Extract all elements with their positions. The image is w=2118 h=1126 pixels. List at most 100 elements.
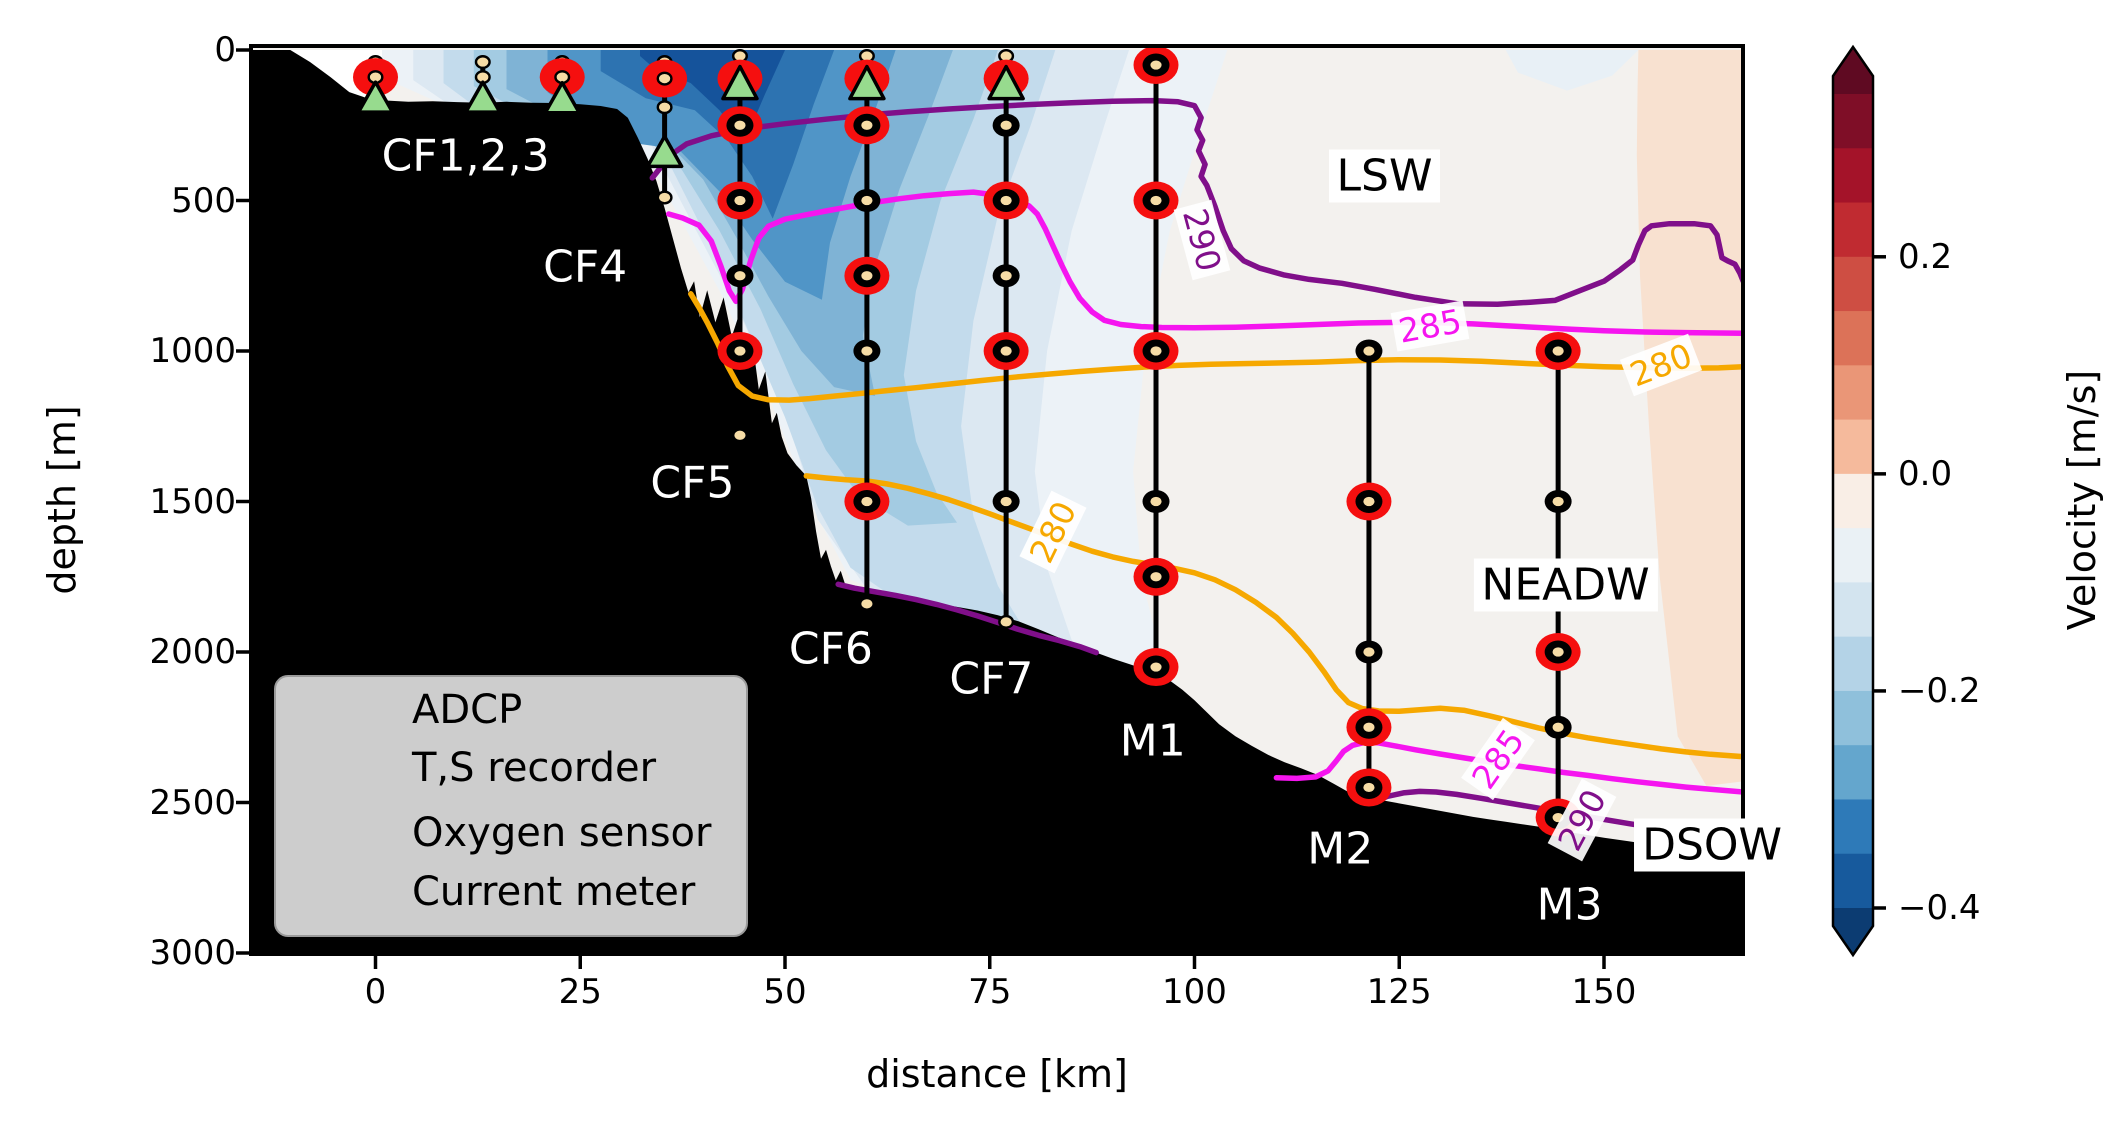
y-tick-label: 500 [171, 180, 236, 221]
y-axis-title: depth [m] [40, 405, 84, 595]
contour-290-lower-a [835, 581, 1099, 656]
colorbar-tick-label: −0.2 [1898, 670, 1981, 711]
x-tick-label: 125 [1366, 972, 1432, 1012]
colorbar-segment [1833, 311, 1873, 366]
x-tick-label: 50 [763, 972, 807, 1012]
adcp-marker [464, 80, 502, 114]
ts-recorder-marker [1550, 720, 1567, 735]
ts-recorder-marker [858, 344, 875, 359]
x-tick-label: 100 [1162, 972, 1227, 1012]
mooring-label-CF4: CF4 [543, 241, 628, 293]
x-tick-label: 0 [364, 972, 387, 1012]
ts-recorder-marker [656, 100, 673, 115]
ts-recorder-marker [998, 268, 1015, 283]
mooring-label-M3: M3 [1536, 879, 1603, 931]
ts-recorder-marker [1360, 494, 1377, 509]
y-tick-label: 1000 [149, 331, 236, 371]
adcp-marker [356, 80, 395, 114]
legend-label-2: Oxygen sensor [412, 810, 712, 856]
adcp-marker [543, 81, 581, 115]
legend [274, 675, 748, 937]
adcp-marker [645, 134, 684, 169]
colorbar-tick-label: 0.0 [1898, 453, 1953, 494]
watermass-label-LSW: LSW [1328, 149, 1441, 203]
ts-recorder-marker [1148, 344, 1165, 359]
legend-label-3: Current meter [412, 869, 696, 915]
ts-recorder-marker [1148, 569, 1165, 584]
colorbar-segment [1833, 94, 1873, 149]
ts-recorder-marker [1360, 645, 1377, 660]
ts-recorder-marker [998, 118, 1015, 133]
ts-recorder-marker [858, 118, 875, 133]
colorbar-outline [1831, 44, 1875, 958]
colorbar-segment [1833, 853, 1873, 909]
colorbar-segment [1833, 365, 1873, 421]
ts-recorder-marker [998, 193, 1015, 208]
y-tick-label: 3000 [149, 933, 236, 973]
ts-recorder-marker [998, 344, 1015, 359]
ts-recorder-marker [731, 268, 748, 283]
contour-280-upper [688, 291, 1743, 403]
colorbar-segment [1833, 745, 1873, 801]
ts-recorder-marker [656, 190, 673, 205]
colorbar-under-arrow [1833, 908, 1873, 955]
ts-recorder-marker [656, 71, 673, 86]
colorbar-segment [1833, 690, 1873, 746]
ts-recorder-marker [474, 55, 491, 70]
ts-recorder-marker [1550, 494, 1567, 509]
colorbar-segment [1833, 202, 1873, 258]
colorbar-segment [1833, 582, 1873, 638]
colorbar-segment [1833, 256, 1873, 312]
colorbar-segment [1833, 636, 1873, 692]
mooring-label-CF6: CF6 [788, 623, 873, 675]
y-tick-label: 2000 [149, 632, 236, 672]
y-tick-label: 0 [214, 30, 236, 70]
x-tick-label: 75 [968, 972, 1012, 1012]
mooring-label-M1: M1 [1119, 715, 1186, 767]
adcp-marker [848, 64, 886, 101]
colorbar-title: Velocity [m/s] [2060, 369, 2104, 631]
x-tick-label: 25 [558, 972, 602, 1012]
ts-recorder-marker [1148, 660, 1165, 675]
ts-recorder-marker [1360, 720, 1377, 735]
colorbar-tick-label: −0.4 [1898, 888, 1981, 928]
plot-frame [249, 44, 1745, 956]
colorbar-tick-label: 0.2 [1898, 236, 1953, 277]
contour-290-upper [649, 97, 1743, 308]
ts-recorder-marker [858, 268, 875, 283]
x-axis-title: distance [km] [866, 1052, 1128, 1096]
x-tick-label: 150 [1571, 972, 1637, 1012]
ts-recorder-marker [998, 614, 1015, 629]
mooring-label-CF5: CF5 [650, 457, 735, 509]
ts-recorder-marker [1148, 58, 1165, 73]
watermass-label-NEADW: NEADW [1473, 558, 1658, 612]
velocity-band-1 [1505, 50, 1639, 91]
legend-label-0: ADCP [412, 687, 523, 733]
colorbar-segment [1833, 148, 1873, 204]
colorbar-segment [1833, 528, 1873, 583]
ts-recorder-marker [1360, 344, 1377, 359]
colorbar-segment [1833, 473, 1873, 529]
ts-recorder-marker [731, 193, 748, 208]
mooring-label-CF123: CF1,2,3 [381, 130, 550, 182]
ts-recorder-marker [731, 428, 748, 443]
mooring-label-M2: M2 [1307, 823, 1374, 875]
ts-recorder-marker [1148, 193, 1165, 208]
ts-recorder-marker [731, 118, 748, 133]
watermass-label-DSOW: DSOW [1634, 818, 1791, 872]
y-tick-label: 2500 [149, 782, 236, 823]
ts-recorder-marker [858, 494, 875, 509]
contour-285-lower [1273, 739, 1743, 795]
adcp-marker [721, 64, 759, 101]
ts-recorder-marker [1550, 645, 1567, 660]
ts-recorder-marker [1360, 780, 1377, 795]
ts-recorder-marker [998, 494, 1015, 509]
mooring-label-CF7: CF7 [949, 653, 1034, 705]
ts-recorder-marker [731, 344, 748, 359]
colorbar-segment [1833, 799, 1873, 855]
ts-recorder-marker [858, 193, 875, 208]
y-tick-label: 1500 [149, 481, 236, 522]
adcp-marker [987, 64, 1025, 101]
ts-recorder-marker [858, 596, 875, 611]
